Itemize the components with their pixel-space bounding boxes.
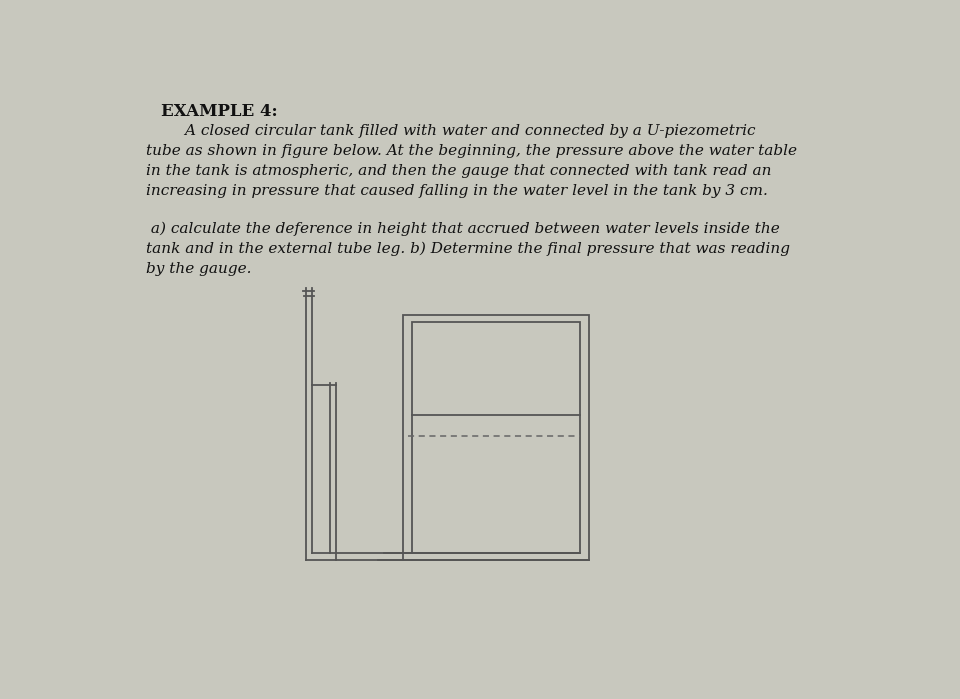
Bar (403, 315, 588, 560)
Text: A closed circular tank filled with water and connected by a U-piezometric
tube a: A closed circular tank filled with water… (146, 124, 797, 199)
Bar (412, 322, 580, 553)
Text: EXAMPLE 4:: EXAMPLE 4: (161, 103, 277, 120)
Text: a) calculate the deference in height that accrued between water levels inside th: a) calculate the deference in height tha… (146, 221, 790, 276)
